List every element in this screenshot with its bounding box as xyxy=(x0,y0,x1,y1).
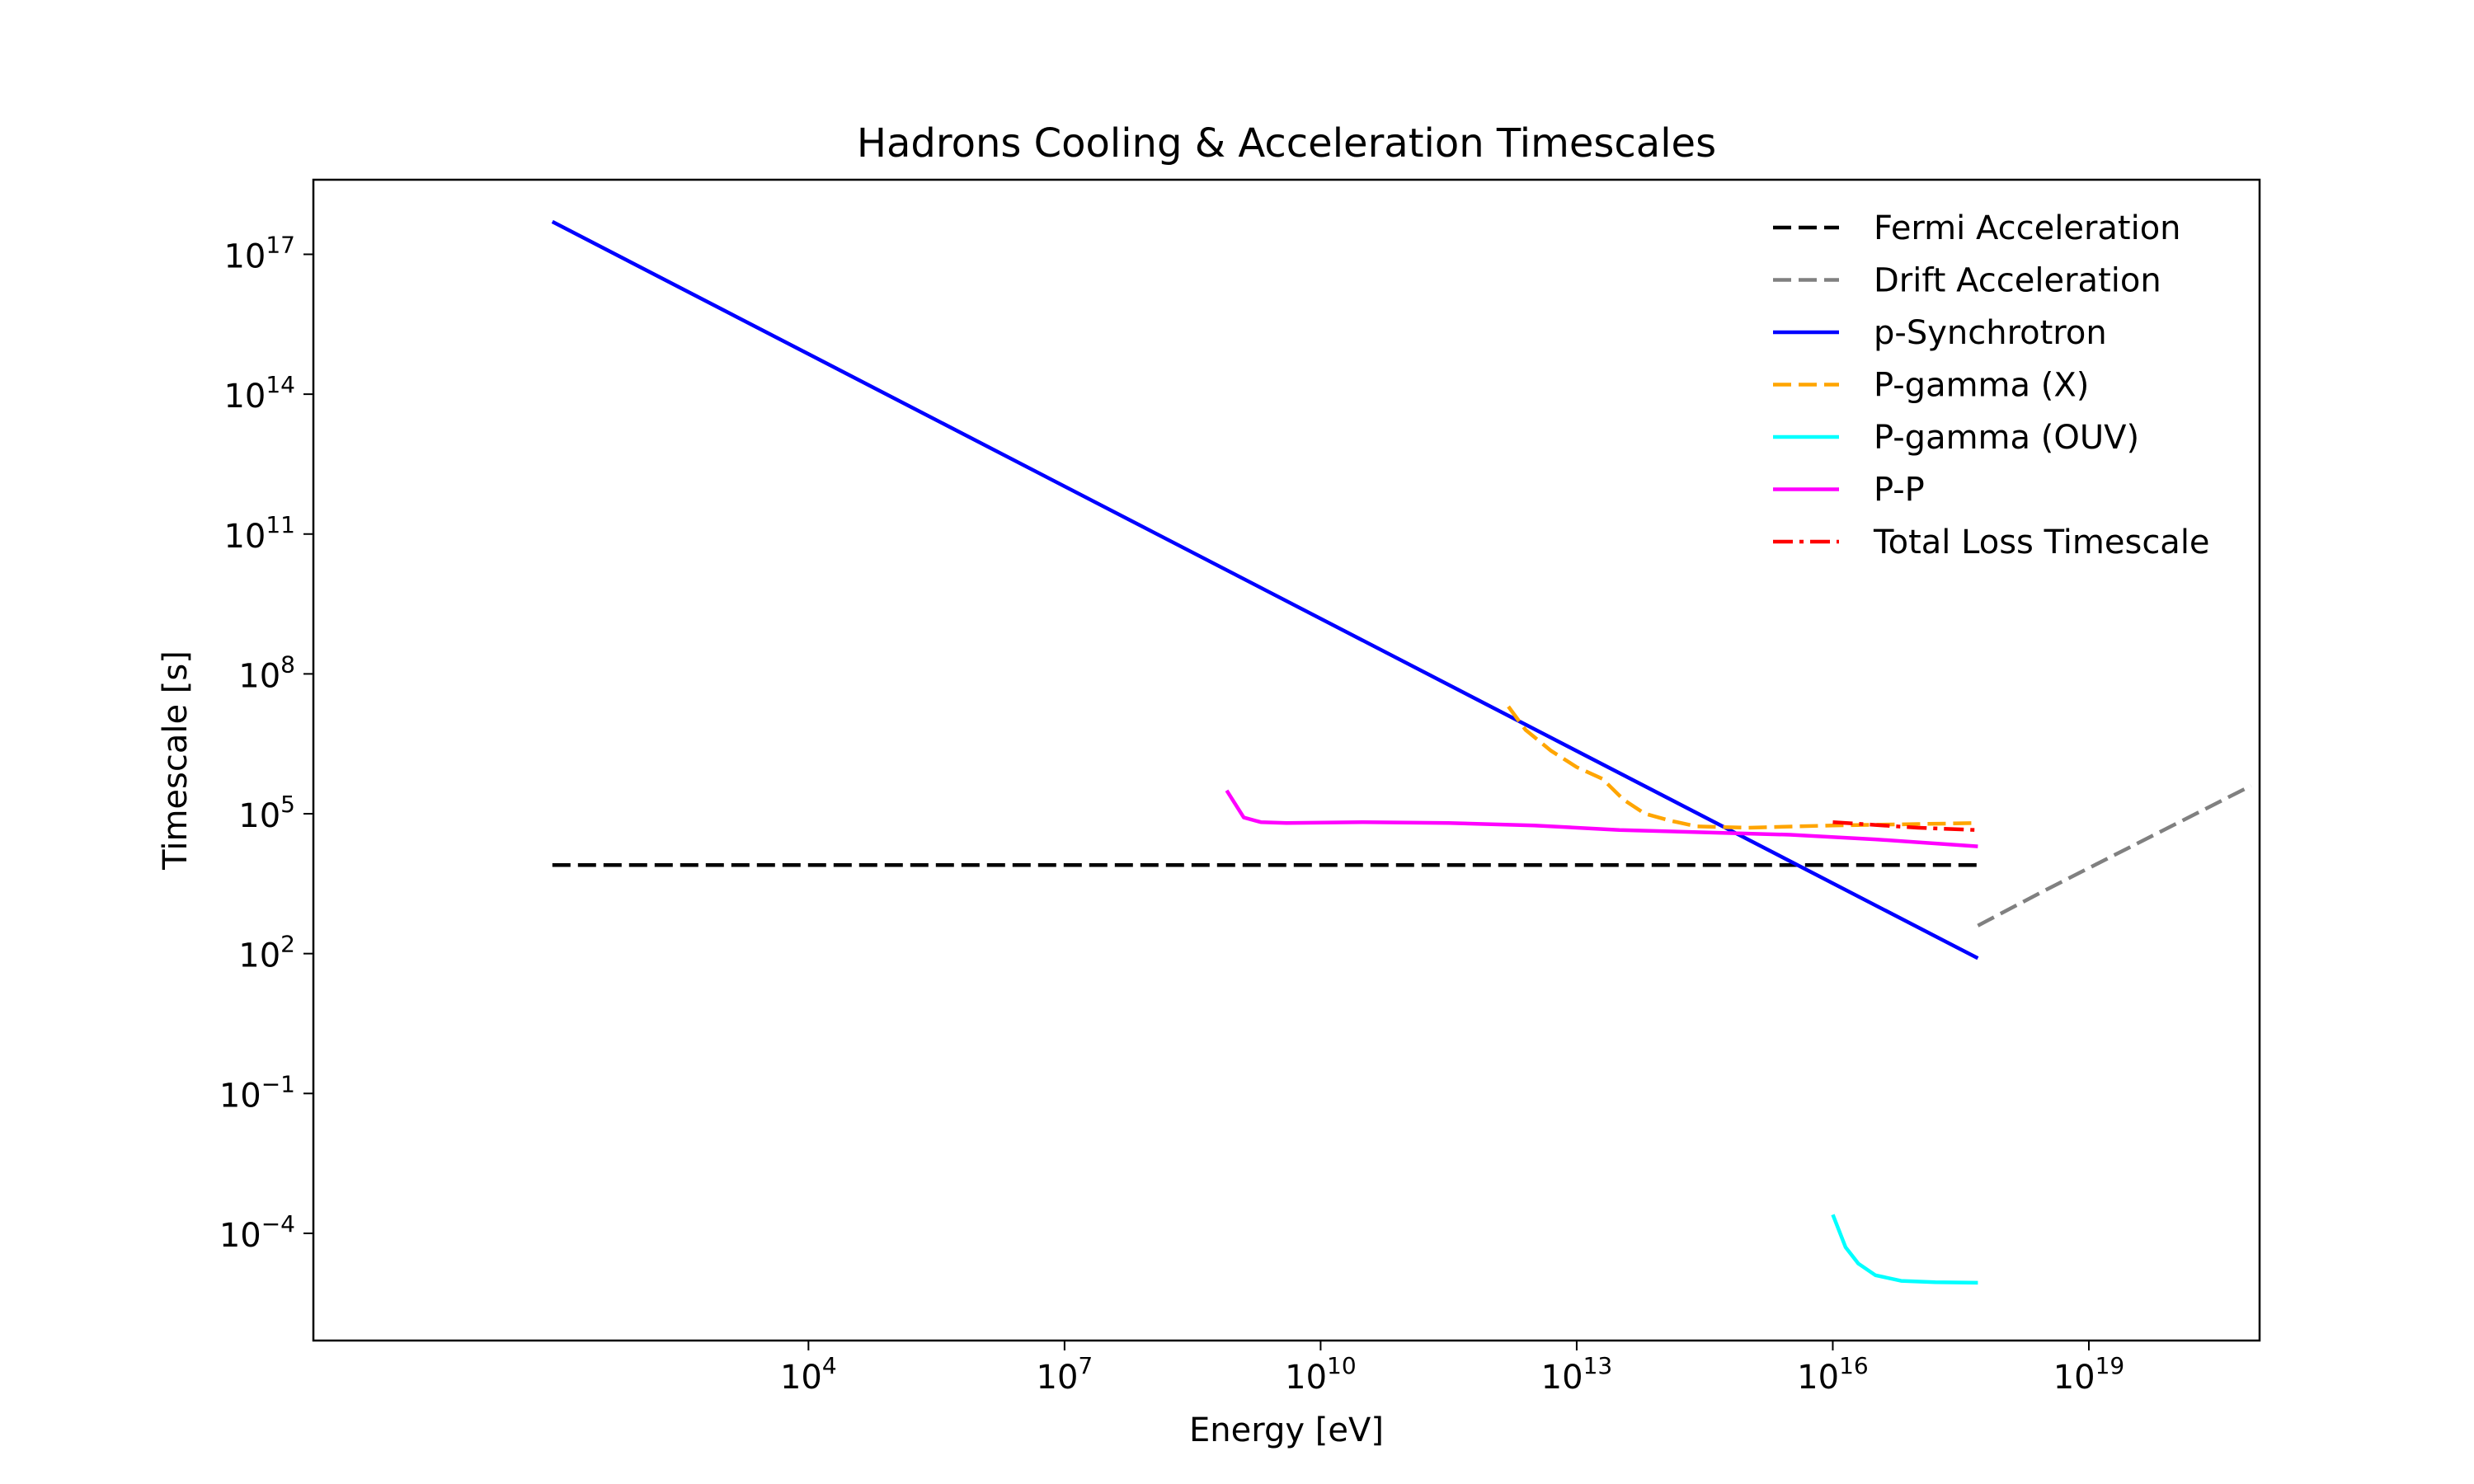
x-tick-label: 1010 xyxy=(1285,1352,1357,1397)
y-axis: 10−4 10−1 102 105 108 1011 1014 1017 xyxy=(219,231,313,1255)
x-axis-label: Energy [eV] xyxy=(1189,1411,1384,1449)
chart-title: Hadrons Cooling & Acceleration Timescale… xyxy=(857,120,1716,167)
legend-label: P-gamma (OUV) xyxy=(1874,419,2139,457)
legend-label: p-Synchrotron xyxy=(1874,314,2107,352)
y-tick-label: 10−1 xyxy=(219,1070,295,1115)
y-tick-label: 10−4 xyxy=(219,1210,295,1255)
x-tick-label: 1016 xyxy=(1797,1352,1869,1397)
x-axis: 104 107 1010 1013 1016 1019 xyxy=(780,1341,2124,1397)
series-layer xyxy=(551,219,2252,1285)
legend-label: Total Loss Timescale xyxy=(1873,524,2210,561)
y-tick-label: 1017 xyxy=(223,231,295,275)
y-axis-label: Timescale [s] xyxy=(157,650,195,871)
series-line-p-synchrotron xyxy=(551,219,1979,960)
series-line-p-gamma-ouv xyxy=(1831,1214,1978,1285)
legend-label: P-gamma (X) xyxy=(1874,367,2089,405)
legend-label: Fermi Acceleration xyxy=(1874,209,2181,247)
series-line-p-gamma-x xyxy=(1507,705,1978,830)
series-line-total-loss-timescale xyxy=(1832,819,1978,833)
x-tick-label: 1013 xyxy=(1541,1352,1613,1397)
series-line-drift-acceleration xyxy=(1977,784,2252,928)
y-tick-label: 105 xyxy=(238,791,295,835)
y-tick-label: 108 xyxy=(238,650,295,695)
plot-frame xyxy=(312,178,2261,1342)
y-tick-label: 1014 xyxy=(223,371,295,416)
y-tick-label: 1011 xyxy=(223,511,295,556)
x-tick-label: 107 xyxy=(1037,1352,1094,1397)
legend: Fermi Acceleration Drift Acceleration p-Sy… xyxy=(1773,209,2210,561)
x-tick-label: 104 xyxy=(780,1352,837,1397)
y-tick-label: 102 xyxy=(238,931,295,975)
legend-label: P-P xyxy=(1874,472,1925,510)
x-tick-label: 1019 xyxy=(2053,1352,2125,1397)
legend-label: Drift Acceleration xyxy=(1874,262,2161,300)
series-line-p-p xyxy=(1225,789,1978,848)
